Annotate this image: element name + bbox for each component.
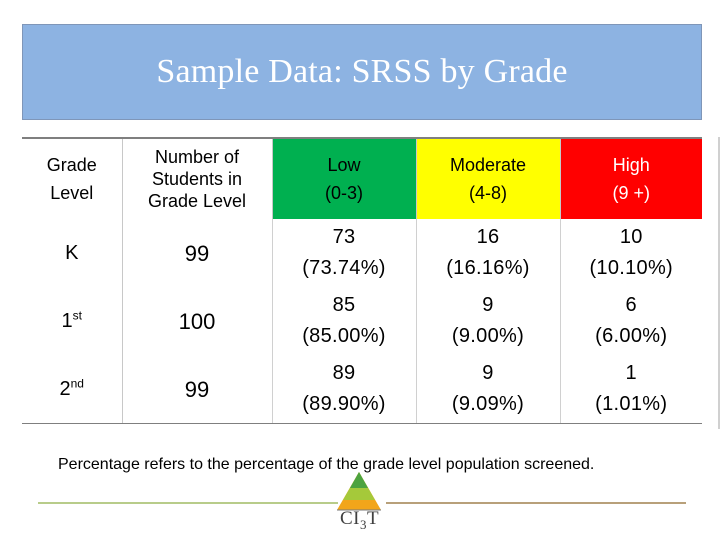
moderate-cell: 16 (16.16%) — [415, 219, 560, 287]
table-row: 2nd 99 89 (89.90%) 9 (9.09%) 1 (1.01%) — [22, 355, 702, 424]
divider-left — [38, 502, 338, 504]
high-cell: 10 (10.10%) — [559, 219, 702, 287]
grade-cell: 1st — [61, 307, 82, 332]
ci3t-triangle-logo-icon — [337, 472, 381, 511]
low-cell: 89 (89.90%) — [271, 355, 416, 424]
high-cell: 6 (6.00%) — [559, 287, 702, 355]
header-number-of-students: Number of Students in Grade Level — [121, 137, 272, 219]
low-cell: 85 (85.00%) — [271, 287, 416, 355]
table-right-edge — [718, 137, 720, 429]
low-cell: 73 (73.74%) — [271, 219, 416, 287]
students-cell: 99 — [121, 355, 272, 424]
footnote: Percentage refers to the percentage of t… — [58, 456, 595, 473]
header-row: Grade Level Number of Students in Grade … — [22, 137, 702, 219]
students-cell: 99 — [121, 219, 272, 287]
students-cell: 100 — [121, 287, 272, 355]
table-row: K 99 73 (73.74%) 16 (16.16%) 10 (10.10%) — [22, 219, 702, 287]
ci3t-logo-text: CI3T — [340, 508, 380, 532]
moderate-cell: 9 (9.00%) — [415, 287, 560, 355]
header-grade-level: Grade Level — [22, 137, 122, 219]
header-low-risk: Low (0-3) — [271, 137, 416, 219]
header-moderate-risk: Moderate (4-8) — [415, 137, 560, 219]
grade-cell: K — [65, 241, 79, 264]
srss-table: Grade Level Number of Students in Grade … — [22, 137, 702, 424]
moderate-cell: 9 (9.09%) — [415, 355, 560, 424]
header-high-risk: High (9 +) — [559, 137, 702, 219]
high-cell: 1 (1.01%) — [559, 355, 702, 424]
title-banner: Sample Data: SRSS by Grade — [22, 24, 702, 120]
divider-right — [386, 502, 686, 504]
grade-cell: 2nd — [22, 355, 122, 424]
table-row: 1st 100 85 (85.00%) 9 (9.00%) 6 (6.00%) — [22, 287, 702, 355]
page-title: Sample Data: SRSS by Grade — [156, 53, 568, 90]
